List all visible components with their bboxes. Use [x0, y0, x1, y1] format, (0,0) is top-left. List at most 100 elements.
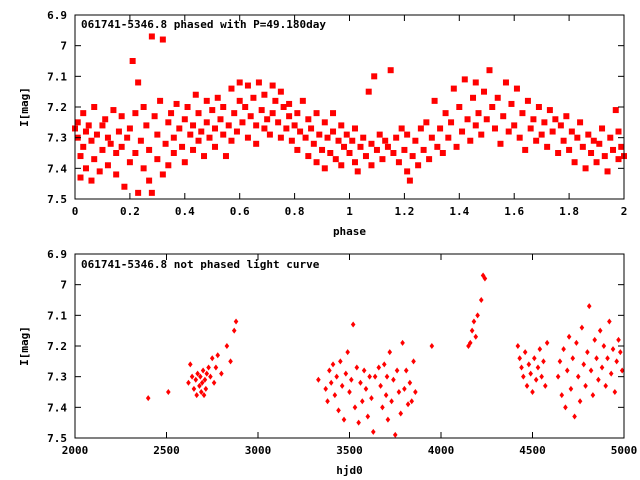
- data-point: [552, 116, 559, 123]
- data-point: [165, 119, 172, 126]
- data-point: [596, 376, 601, 383]
- data-point: [321, 165, 328, 172]
- data-point: [170, 150, 177, 156]
- data-point: [571, 159, 578, 166]
- data-point: [360, 134, 367, 141]
- data-point: [247, 113, 254, 120]
- x-tick-label: 2500: [153, 444, 180, 457]
- data-point: [99, 146, 106, 153]
- data-point: [544, 339, 550, 346]
- data-point: [464, 116, 471, 123]
- data-point: [607, 134, 614, 141]
- data-point: [345, 349, 350, 356]
- data-point: [450, 85, 457, 92]
- data-point: [327, 150, 334, 156]
- data-point: [362, 153, 369, 160]
- data-point: [224, 343, 230, 349]
- data-point: [590, 392, 596, 399]
- data-point: [357, 143, 364, 150]
- data-point: [361, 367, 367, 374]
- data-point: [508, 100, 515, 107]
- data-point: [413, 389, 418, 395]
- data-point: [140, 104, 147, 110]
- data-point: [560, 137, 567, 144]
- data-point: [250, 94, 257, 101]
- x-tick-label: 2: [621, 205, 628, 218]
- data-point: [334, 373, 339, 380]
- data-point: [590, 137, 597, 144]
- data-point: [588, 367, 594, 374]
- data-point: [148, 33, 155, 40]
- data-point: [330, 128, 337, 135]
- data-point: [530, 389, 535, 395]
- data-point: [269, 82, 276, 89]
- data-point: [456, 104, 463, 110]
- data-point: [77, 174, 84, 181]
- data-point: [472, 122, 479, 129]
- data-point: [519, 110, 526, 117]
- data-point: [328, 379, 334, 386]
- x-tick-label: 1: [346, 205, 353, 218]
- data-point: [403, 367, 409, 374]
- data-point: [389, 398, 394, 405]
- data-point: [500, 113, 507, 120]
- data-point: [524, 97, 531, 104]
- plot-frame: [74, 253, 625, 439]
- data-point: [168, 110, 175, 117]
- unphased-light-curve-plot: 2000 2500 3000 3500 4000 4500 5000 6.9 7 7.1 7.2 7.…: [18, 248, 637, 477]
- data-point: [486, 67, 493, 74]
- data-point: [608, 370, 614, 377]
- data-point: [385, 416, 391, 423]
- x-tick-label: 0.8: [285, 205, 305, 218]
- data-point: [522, 146, 529, 153]
- y-tick-label: 7.5: [47, 432, 67, 445]
- data-point: [85, 122, 92, 129]
- data-point: [612, 389, 618, 395]
- data-point: [471, 318, 477, 325]
- data-point: [261, 125, 268, 132]
- data-point: [585, 349, 590, 356]
- data-point: [535, 364, 541, 371]
- data-point: [381, 361, 387, 368]
- data-point: [242, 104, 249, 110]
- y-tick-label: 6.9: [47, 9, 67, 22]
- data-point: [354, 364, 360, 371]
- data-point: [231, 327, 237, 334]
- y-tick-label: 7: [60, 279, 67, 292]
- data-point: [233, 128, 240, 135]
- data-point: [107, 140, 114, 147]
- y-tick-label: 6.9: [47, 248, 67, 261]
- x-tick-label: 1.6: [504, 205, 524, 218]
- data-point: [325, 398, 330, 405]
- data-point: [475, 110, 482, 117]
- data-point: [195, 137, 202, 144]
- data-point: [330, 110, 337, 117]
- data-point: [341, 416, 347, 423]
- data-point: [209, 355, 215, 362]
- data-point: [568, 385, 574, 392]
- data-point: [310, 140, 317, 147]
- data-point: [176, 125, 183, 132]
- data-point: [582, 165, 589, 172]
- x-tick-label: 1.2: [394, 205, 414, 218]
- data-point: [148, 189, 155, 196]
- data-point: [472, 79, 479, 86]
- data-point: [77, 153, 84, 160]
- data-point: [592, 336, 598, 343]
- data-point: [202, 376, 208, 383]
- data-point: [82, 128, 89, 135]
- data-point: [594, 355, 599, 362]
- data-point: [356, 419, 361, 426]
- data-point: [145, 395, 151, 402]
- data-point: [324, 134, 331, 141]
- data-point: [195, 110, 202, 117]
- data-point: [143, 122, 150, 129]
- data-point: [299, 97, 306, 104]
- data-point: [113, 171, 120, 178]
- data-point: [363, 385, 369, 392]
- data-point: [323, 385, 329, 392]
- data-point: [354, 168, 361, 175]
- data-point: [349, 376, 354, 383]
- data-point: [132, 150, 139, 156]
- x-tick-label: 5000: [611, 444, 638, 457]
